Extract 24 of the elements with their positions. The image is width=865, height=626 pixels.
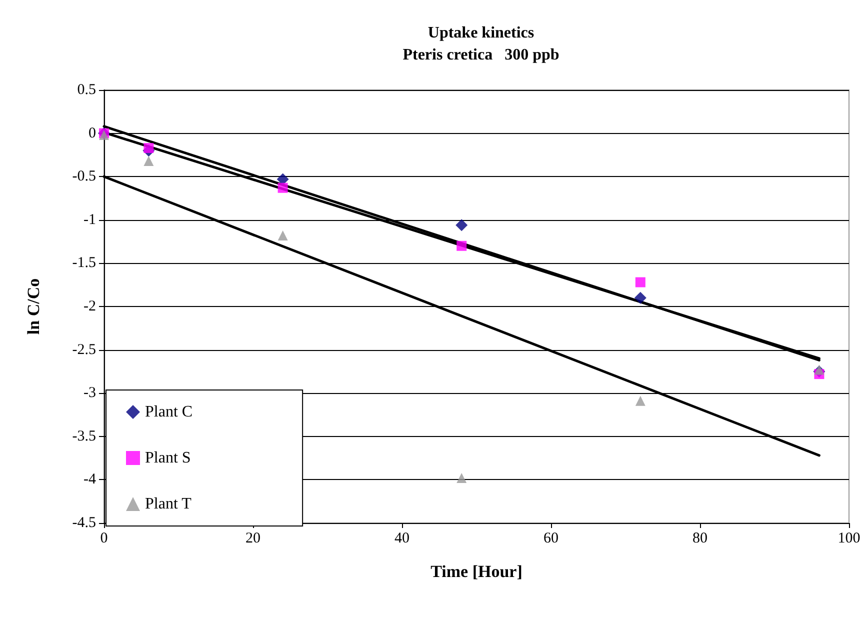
legend-label: Plant T [145,496,192,512]
y-tick-label: -2 [84,298,96,314]
y-tick-label: -4.5 [72,515,96,531]
x-axis-title: Time [Hour] [430,562,522,581]
y-tick-label: -1 [84,212,96,228]
x-tick-label: 100 [838,530,860,546]
chart-subtitle: Pteris cretica 300 ppb [402,46,560,64]
y-tick-label: 0 [88,125,96,142]
x-tick-label: 0 [100,530,108,546]
x-tick-label: 60 [544,530,558,546]
x-tick-label: 40 [394,530,410,546]
y-tick-label: -3 [84,385,96,402]
y-tick-label: 0.5 [77,82,96,98]
y-tick-label: -3.5 [72,428,96,444]
legend-label: Plant C [145,404,193,420]
y-axis-title: ln C/Co [24,278,43,335]
y-tick-label: -1.5 [72,255,96,272]
y-tick-label: -2.5 [72,342,96,358]
chart-title: Uptake kinetics [428,24,534,42]
x-tick-label: 20 [246,530,260,546]
y-tick-label: -4 [84,472,96,488]
y-tick-label: -0.5 [72,168,96,185]
x-tick-label: 80 [692,530,708,546]
legend-label: Plant S [145,450,191,466]
